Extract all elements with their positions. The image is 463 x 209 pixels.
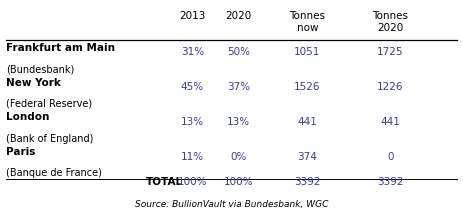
Text: Frankfurt am Main: Frankfurt am Main xyxy=(6,43,115,53)
Text: (Bundesbank): (Bundesbank) xyxy=(6,64,74,74)
Text: 374: 374 xyxy=(298,152,317,162)
Text: TOTAL: TOTAL xyxy=(146,177,183,187)
Text: 13%: 13% xyxy=(227,117,250,127)
Text: 100%: 100% xyxy=(178,177,207,187)
Text: 1226: 1226 xyxy=(377,82,404,92)
Text: 3392: 3392 xyxy=(294,177,321,187)
Text: 2013: 2013 xyxy=(179,11,206,21)
Text: 13%: 13% xyxy=(181,117,204,127)
Text: (Federal Reserve): (Federal Reserve) xyxy=(6,99,92,109)
Text: 0%: 0% xyxy=(230,152,247,162)
Text: 31%: 31% xyxy=(181,47,204,57)
Text: 50%: 50% xyxy=(227,47,250,57)
Text: 441: 441 xyxy=(298,117,317,127)
Text: 37%: 37% xyxy=(227,82,250,92)
Text: 3392: 3392 xyxy=(377,177,404,187)
Text: New York: New York xyxy=(6,78,61,88)
Text: 1051: 1051 xyxy=(294,47,320,57)
Text: 2020: 2020 xyxy=(225,11,251,21)
Text: 11%: 11% xyxy=(181,152,204,162)
Text: Tonnes
now: Tonnes now xyxy=(289,11,325,33)
Text: 100%: 100% xyxy=(224,177,253,187)
Text: (Banque de France): (Banque de France) xyxy=(6,168,102,178)
Text: Source: BullionVault via Bundesbank, WGC: Source: BullionVault via Bundesbank, WGC xyxy=(135,200,328,209)
Text: 441: 441 xyxy=(380,117,400,127)
Text: London: London xyxy=(6,112,50,122)
Text: 1526: 1526 xyxy=(294,82,321,92)
Text: 45%: 45% xyxy=(181,82,204,92)
Text: Tonnes
2020: Tonnes 2020 xyxy=(372,11,408,33)
Text: Paris: Paris xyxy=(6,147,35,157)
Text: 1725: 1725 xyxy=(377,47,404,57)
Text: 0: 0 xyxy=(387,152,394,162)
Text: (Bank of England): (Bank of England) xyxy=(6,134,94,144)
